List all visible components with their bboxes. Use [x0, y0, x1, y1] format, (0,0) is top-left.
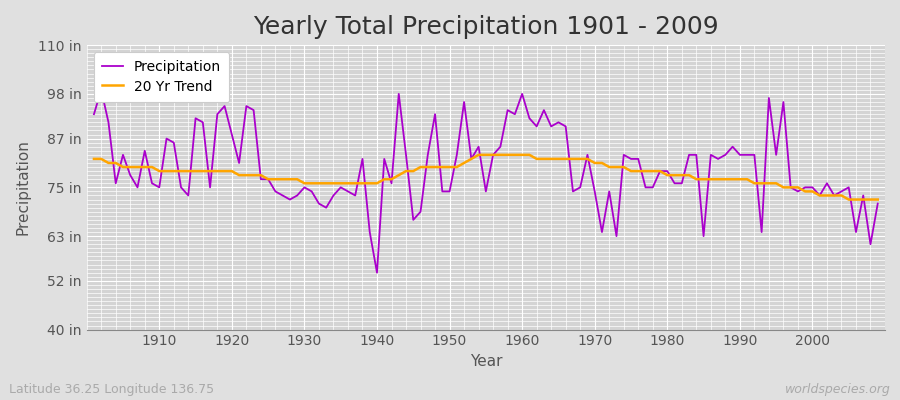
Precipitation — [372, 270, 382, 275]
20 Yr Trend — [88, 156, 99, 161]
20 Yr Trend — [517, 152, 527, 157]
X-axis label: Year: Year — [470, 354, 502, 369]
20 Yr Trend — [524, 152, 535, 157]
20 Yr Trend — [147, 165, 158, 170]
Title: Yearly Total Precipitation 1901 - 2009: Yearly Total Precipitation 1901 - 2009 — [253, 15, 719, 39]
Line: Precipitation: Precipitation — [94, 90, 878, 273]
20 Yr Trend — [306, 181, 317, 186]
Text: Latitude 36.25 Longitude 136.75: Latitude 36.25 Longitude 136.75 — [9, 383, 214, 396]
Precipitation — [88, 112, 99, 116]
Precipitation — [313, 201, 324, 206]
Precipitation — [524, 116, 535, 121]
Y-axis label: Precipitation: Precipitation — [15, 140, 30, 235]
Precipitation — [872, 201, 883, 206]
20 Yr Trend — [872, 197, 883, 202]
20 Yr Trend — [611, 165, 622, 170]
Precipitation — [618, 152, 629, 157]
Precipitation — [531, 124, 542, 129]
Legend: Precipitation, 20 Yr Trend: Precipitation, 20 Yr Trend — [94, 52, 230, 102]
20 Yr Trend — [473, 152, 484, 157]
Precipitation — [357, 156, 368, 161]
Precipitation — [154, 185, 165, 190]
Line: 20 Yr Trend: 20 Yr Trend — [94, 155, 878, 200]
20 Yr Trend — [350, 181, 361, 186]
Text: worldspecies.org: worldspecies.org — [785, 383, 891, 396]
20 Yr Trend — [843, 197, 854, 202]
Precipitation — [95, 88, 106, 92]
